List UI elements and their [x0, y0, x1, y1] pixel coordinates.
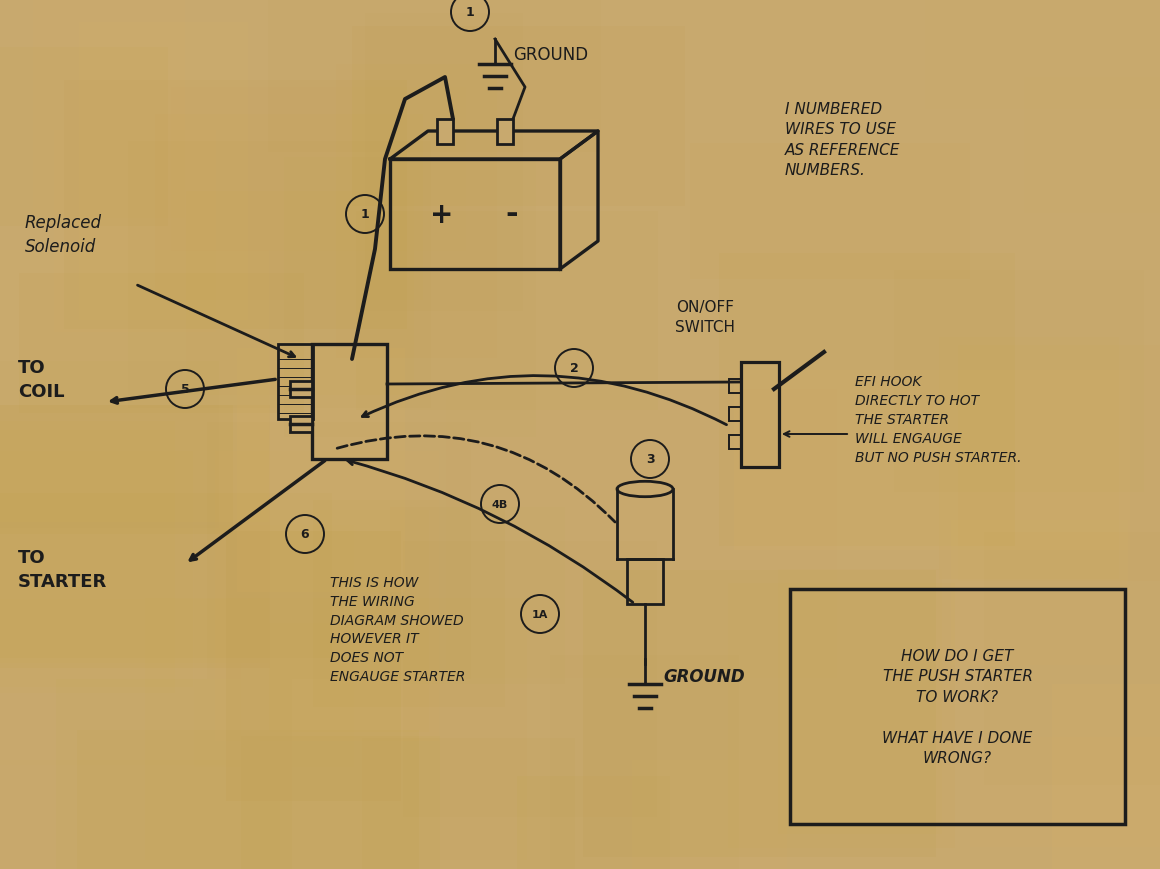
Text: 6: 6: [300, 527, 310, 541]
Bar: [140, 0, 510, 134]
Bar: [796, 123, 1160, 256]
Bar: [124, 607, 324, 773]
Bar: [0, 421, 175, 693]
Bar: [0, 430, 269, 663]
Bar: [129, 142, 430, 408]
Bar: [220, 722, 473, 869]
Bar: [0, 120, 168, 360]
Bar: [0, 406, 233, 534]
Bar: [940, 337, 1119, 580]
Bar: [728, 408, 742, 421]
Bar: [194, 526, 354, 767]
Bar: [875, 488, 1160, 675]
Bar: [1050, 440, 1160, 682]
Bar: [560, 182, 916, 404]
Bar: [632, 760, 788, 869]
Text: GROUND: GROUND: [513, 46, 588, 64]
Bar: [790, 589, 1125, 824]
Bar: [864, 549, 1039, 773]
Bar: [958, 346, 1160, 581]
Text: ON/OFF
SWITCH: ON/OFF SWITCH: [675, 299, 735, 335]
Bar: [376, 43, 708, 265]
Text: THIS IS HOW
THE WIRING
DIAGRAM SHOWED
HOWEVER IT
DOES NOT
ENGAUGE STARTER: THIS IS HOW THE WIRING DIAGRAM SHOWED HO…: [329, 575, 465, 684]
Bar: [313, 501, 505, 707]
Bar: [985, 533, 1160, 785]
Text: 5: 5: [181, 383, 189, 396]
Bar: [136, 312, 415, 570]
Bar: [509, 388, 800, 552]
Text: +: +: [430, 201, 454, 229]
Bar: [0, 544, 251, 665]
Bar: [831, 165, 1081, 389]
Bar: [0, 451, 193, 687]
Bar: [951, 520, 1129, 666]
Bar: [20, 274, 304, 414]
Bar: [403, 541, 657, 818]
Text: 2: 2: [570, 362, 579, 375]
Bar: [0, 760, 280, 869]
Bar: [240, 425, 430, 607]
Bar: [217, 246, 408, 355]
Bar: [648, 2, 850, 199]
Text: HOW DO I GET
THE PUSH STARTER
TO WORK?

WHAT HAVE I DONE
WRONG?: HOW DO I GET THE PUSH STARTER TO WORK? W…: [883, 648, 1032, 765]
Bar: [51, 634, 412, 869]
Bar: [970, 738, 1160, 846]
Bar: [138, 332, 461, 594]
Bar: [1023, 77, 1160, 214]
Bar: [554, 124, 847, 273]
Text: TO
COIL: TO COIL: [19, 358, 65, 401]
Text: 1: 1: [465, 6, 474, 19]
Bar: [290, 381, 312, 397]
Text: -: -: [506, 200, 519, 229]
Bar: [269, 511, 429, 733]
Bar: [925, 0, 1160, 110]
Bar: [268, 0, 601, 153]
Bar: [515, 12, 879, 132]
Bar: [278, 345, 313, 420]
Bar: [628, 560, 664, 604]
Text: 1A: 1A: [531, 609, 549, 620]
Bar: [390, 160, 560, 269]
Text: Replaced
Solenoid: Replaced Solenoid: [26, 214, 102, 255]
Text: 1: 1: [361, 209, 369, 222]
Bar: [734, 370, 1130, 550]
Bar: [718, 254, 1015, 547]
Bar: [145, 598, 528, 859]
Bar: [290, 416, 312, 433]
Bar: [405, 159, 583, 314]
Bar: [741, 362, 780, 467]
Text: EFI HOOK
DIRECTLY TO HOT
THE STARTER
WILL ENGAUGE
BUT NO PUSH STARTER.: EFI HOOK DIRECTLY TO HOT THE STARTER WIL…: [855, 375, 1022, 464]
Bar: [187, 191, 414, 395]
Bar: [0, 48, 167, 227]
Bar: [31, 191, 377, 396]
Bar: [362, 738, 575, 869]
Bar: [470, 728, 629, 869]
Bar: [260, 753, 534, 869]
Text: TO
STARTER: TO STARTER: [19, 548, 107, 590]
Bar: [728, 380, 742, 394]
Bar: [728, 435, 742, 449]
Bar: [79, 23, 248, 321]
Bar: [1034, 322, 1160, 573]
Text: GROUND: GROUND: [664, 667, 745, 686]
Bar: [437, 120, 454, 145]
Bar: [0, 494, 332, 658]
Bar: [521, 342, 777, 487]
Bar: [242, 295, 641, 401]
Bar: [312, 345, 387, 460]
Bar: [56, 202, 277, 382]
Bar: [206, 422, 471, 679]
Bar: [680, 733, 950, 869]
Text: 4B: 4B: [492, 500, 508, 509]
Bar: [240, 736, 441, 869]
Bar: [496, 120, 513, 145]
Text: I NUMBERED
WIRES TO USE
AS REFERENCE
NUMBERS.: I NUMBERED WIRES TO USE AS REFERENCE NUM…: [785, 102, 900, 178]
Text: 3: 3: [646, 453, 654, 466]
